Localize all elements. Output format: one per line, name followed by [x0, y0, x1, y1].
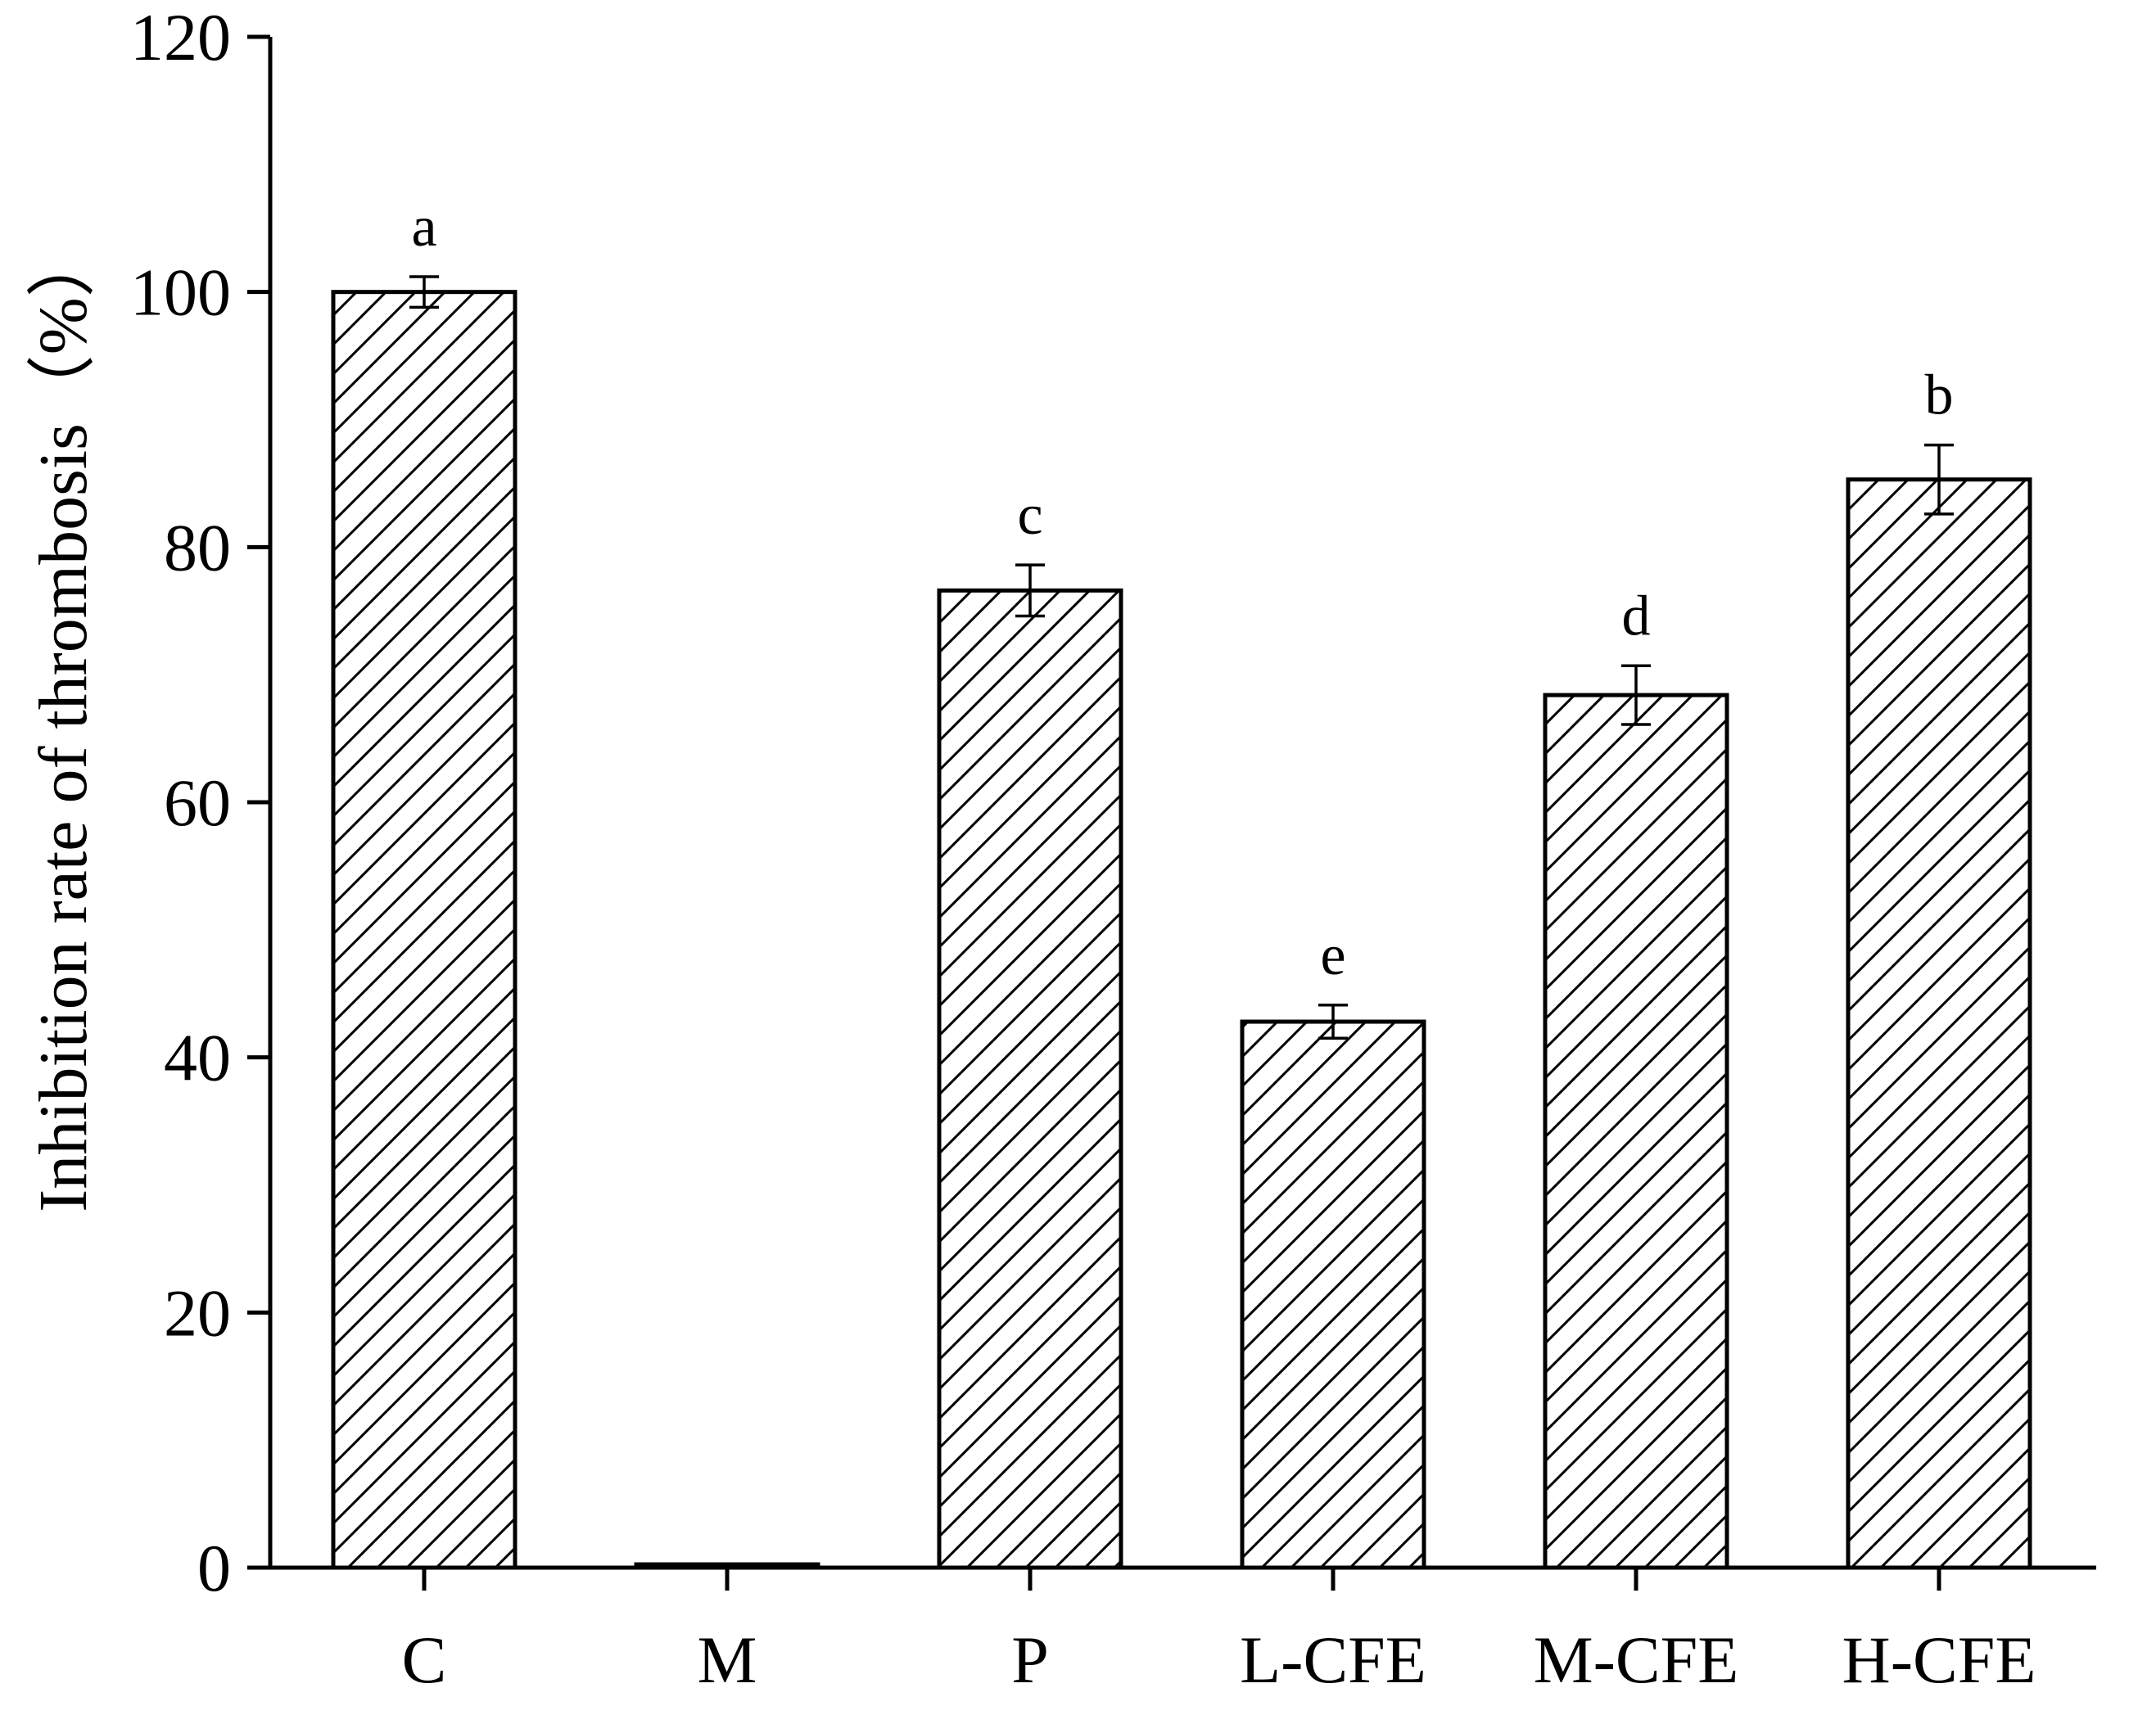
ticks-layer: 0 20 40 60 80 100 120 C M P L-CFE M-CFE H-CFE — [130, 0, 2036, 1697]
y-tick-label: 120 — [130, 0, 231, 74]
significance-label: b — [1925, 364, 1954, 427]
y-tick-label: 40 — [164, 1021, 231, 1095]
x-tick-label: M-CFE — [1534, 1622, 1739, 1697]
y-tick-label: 80 — [164, 510, 231, 584]
axes-layer — [268, 37, 2096, 1570]
x-tick-label: C — [402, 1622, 447, 1697]
x-tick-label: P — [1011, 1622, 1049, 1697]
bar — [331, 290, 518, 1570]
bar — [1240, 1019, 1426, 1570]
x-tick-label: M — [698, 1622, 757, 1697]
y-tick-label: 20 — [164, 1275, 231, 1350]
significance-label: d — [1622, 584, 1651, 648]
bar — [1543, 693, 1729, 1570]
x-tick-label: L-CFE — [1240, 1622, 1426, 1697]
significance-label: c — [1017, 484, 1042, 547]
significance-label: e — [1320, 924, 1345, 987]
significance-label: a — [411, 196, 436, 259]
x-tick-label: H-CFE — [1842, 1622, 2036, 1697]
y-tick-label: 100 — [130, 255, 231, 330]
y-tick-label: 60 — [164, 765, 231, 840]
bars-layer: a c e d b — [331, 196, 2032, 1570]
y-tick-label: 0 — [197, 1531, 231, 1605]
bar — [1846, 477, 2032, 1570]
bar — [937, 588, 1123, 1570]
y-axis-title: Inhibition rate of thrombosis（%） — [25, 228, 102, 1212]
